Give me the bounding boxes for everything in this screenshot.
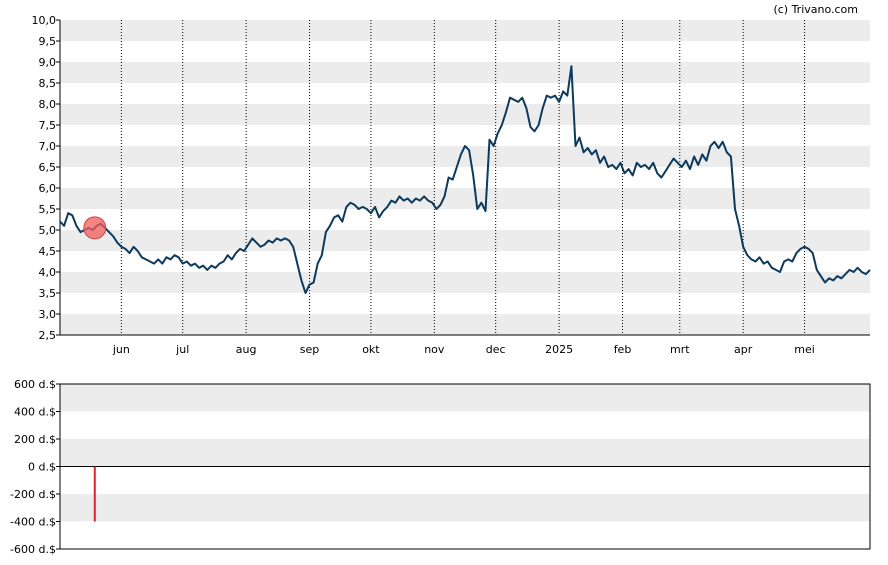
transaction-marker	[83, 216, 107, 240]
x-tick-label: jun	[112, 343, 130, 356]
price-line	[59, 65, 871, 294]
y-tick-label: -600 d.$	[10, 543, 56, 556]
transaction-band	[60, 494, 870, 522]
price-y-axis: 10,0 9,5 9,0 8,5 8,0 7,5 7,0 6,5 6,0 5,5 5,0 4,5 4,0…	[32, 14, 60, 342]
y-tick-label: 6,0	[39, 182, 57, 195]
price-band	[60, 230, 870, 251]
price-chart-frame	[59, 20, 870, 336]
y-tick-label: 8,5	[39, 77, 57, 90]
y-tick-label: 10,0	[32, 14, 57, 27]
price-band	[60, 104, 870, 125]
x-tick-label: jul	[175, 343, 189, 356]
price-x-axis: jun jul aug sep okt nov dec 2025 feb mrt apr mei	[112, 343, 815, 356]
y-tick-label: 8,0	[39, 98, 57, 111]
y-tick-label: 0 d.$	[28, 461, 56, 474]
price-band	[60, 62, 870, 83]
x-tick-label: nov	[424, 343, 445, 356]
price-chart-bands	[60, 20, 870, 335]
transaction-chart-bands	[60, 384, 870, 522]
y-tick-label: 7,0	[39, 140, 57, 153]
x-tick-label: okt	[362, 343, 380, 356]
x-tick-label: feb	[614, 343, 632, 356]
x-tick-label: 2025	[545, 343, 573, 356]
price-chart-annotations	[83, 216, 107, 240]
transaction-band	[60, 439, 870, 467]
y-tick-label: -400 d.$	[10, 516, 56, 529]
y-tick-label: 400 d.$	[14, 406, 56, 419]
y-tick-label: 6,5	[39, 161, 57, 174]
y-tick-label: 3,0	[39, 308, 57, 321]
credit-text: (c) Trivano.com	[773, 3, 858, 16]
y-tick-label: 7,5	[39, 119, 57, 132]
price-band	[60, 314, 870, 335]
price-band	[60, 20, 870, 41]
x-tick-label: aug	[236, 343, 257, 356]
transaction-y-axis: 600 d.$ 400 d.$ 200 d.$ 0 d.$ -200 d.$ -400 d…	[10, 378, 60, 556]
y-tick-label: 9,5	[39, 35, 57, 48]
y-tick-label: 2,5	[39, 329, 57, 342]
price-band	[60, 272, 870, 293]
price-chart-series	[59, 65, 871, 294]
x-tick-label: apr	[734, 343, 753, 356]
y-tick-label: 200 d.$	[14, 433, 56, 446]
x-tick-label: dec	[486, 343, 506, 356]
y-tick-label: 4,5	[39, 245, 57, 258]
y-tick-label: 600 d.$	[14, 378, 56, 391]
y-tick-label: 4,0	[39, 266, 57, 279]
y-tick-label: 9,0	[39, 56, 57, 69]
y-tick-label: 5,5	[39, 203, 57, 216]
price-band	[60, 188, 870, 209]
x-tick-label: sep	[300, 343, 319, 356]
x-tick-label: mrt	[670, 343, 690, 356]
y-tick-label: 5,0	[39, 224, 57, 237]
y-tick-label: -200 d.$	[10, 488, 56, 501]
transaction-band	[60, 384, 870, 412]
price-band	[60, 146, 870, 167]
x-tick-label: mei	[794, 343, 815, 356]
y-tick-label: 3,5	[39, 287, 57, 300]
